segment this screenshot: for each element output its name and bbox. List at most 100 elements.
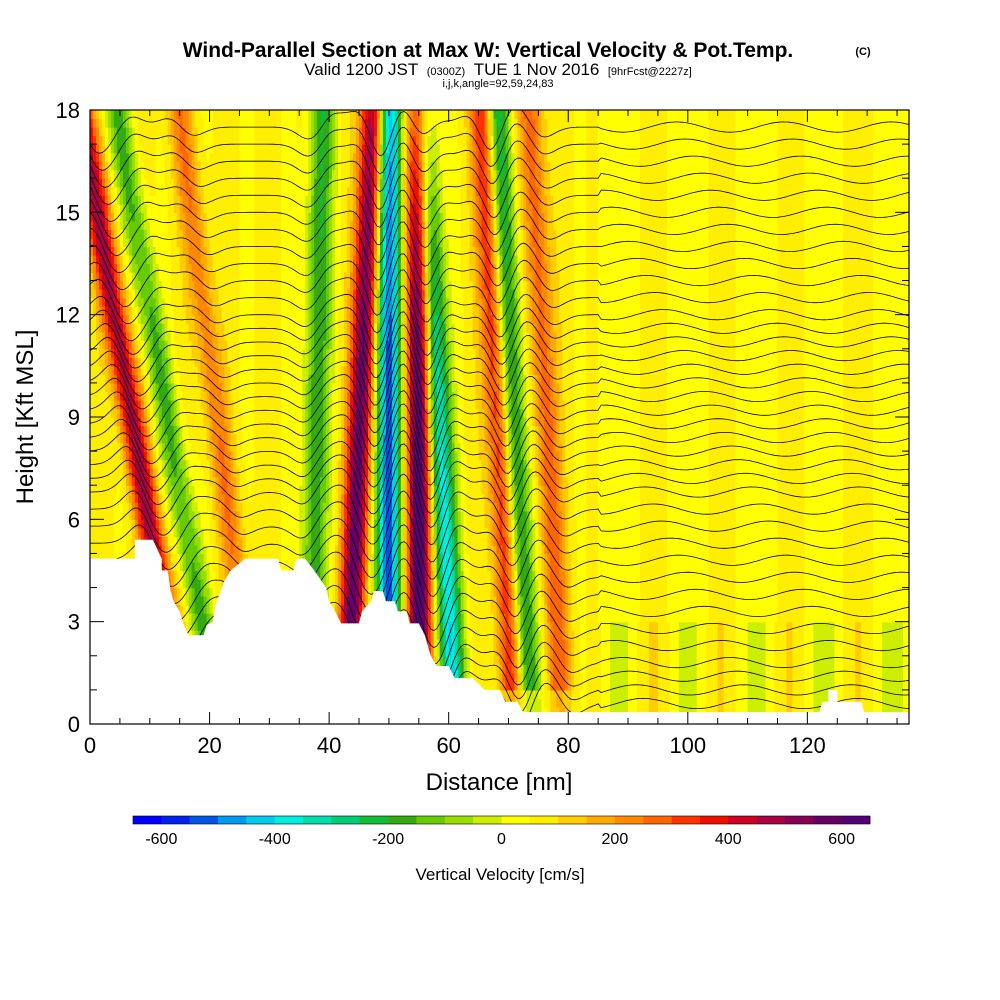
velocity-cell xyxy=(155,365,160,375)
velocity-cell xyxy=(143,442,148,452)
velocity-cell xyxy=(134,442,139,452)
velocity-cell xyxy=(92,417,97,427)
velocity-cell xyxy=(107,152,112,162)
velocity-cell xyxy=(155,408,160,418)
velocity-cell xyxy=(152,161,157,171)
velocity-cell xyxy=(137,186,142,196)
velocity-cell xyxy=(134,246,139,256)
velocity-cell xyxy=(152,110,157,120)
velocity-cell xyxy=(95,527,100,537)
velocity-cell xyxy=(131,527,136,537)
velocity-cell xyxy=(125,297,130,307)
velocity-cell xyxy=(134,493,139,503)
velocity-cell xyxy=(101,417,106,427)
velocity-cell xyxy=(92,374,97,384)
velocity-cell xyxy=(122,178,127,188)
velocity-cell xyxy=(149,118,154,128)
velocity-cell xyxy=(110,348,115,358)
velocity-cell xyxy=(131,297,136,307)
velocity-cell xyxy=(140,297,145,307)
velocity-cell xyxy=(107,417,112,427)
velocity-cell xyxy=(146,382,151,393)
velocity-cell xyxy=(90,118,94,128)
velocity-cell xyxy=(122,434,127,444)
velocity-cell xyxy=(116,118,121,128)
velocity-cell xyxy=(131,434,136,444)
velocity-cell xyxy=(95,536,100,546)
velocity-cell xyxy=(131,417,136,427)
velocity-cell xyxy=(131,408,136,418)
velocity-cell xyxy=(152,289,157,299)
velocity-cell xyxy=(113,553,118,563)
velocity-cell xyxy=(113,297,118,307)
velocity-cell xyxy=(146,340,151,350)
velocity-cell xyxy=(155,203,160,213)
velocity-cell xyxy=(92,382,97,393)
velocity-cell xyxy=(122,297,127,307)
velocity-cell xyxy=(98,468,103,478)
velocity-cell xyxy=(110,408,115,418)
velocity-cell xyxy=(104,374,109,384)
velocity-cell xyxy=(149,212,154,222)
velocity-cell xyxy=(92,127,97,137)
velocity-cell xyxy=(101,348,106,358)
velocity-cell xyxy=(113,527,118,537)
velocity-cell xyxy=(146,127,151,137)
velocity-cell xyxy=(158,425,163,435)
velocity-cell xyxy=(92,451,97,461)
velocity-cell xyxy=(158,374,163,384)
velocity-cell xyxy=(152,135,157,145)
velocity-cell xyxy=(95,127,100,137)
velocity-cell xyxy=(140,519,145,529)
velocity-cell xyxy=(110,536,115,546)
velocity-cell xyxy=(107,442,112,452)
velocity-cell xyxy=(131,374,136,384)
velocity-cell xyxy=(134,144,139,154)
velocity-cell xyxy=(113,135,118,145)
velocity-cell xyxy=(146,408,151,418)
velocity-cell xyxy=(131,169,136,179)
velocity-cell xyxy=(92,195,97,205)
velocity-cell xyxy=(131,485,136,495)
velocity-cell xyxy=(149,365,154,375)
velocity-cell xyxy=(107,527,112,537)
velocity-cell xyxy=(101,493,106,503)
velocity-cell xyxy=(149,263,154,273)
velocity-cell xyxy=(95,331,100,341)
velocity-cell xyxy=(116,144,121,154)
velocity-cell xyxy=(152,220,157,230)
velocity-cell xyxy=(107,425,112,435)
velocity-cell xyxy=(146,186,151,196)
velocity-cell xyxy=(90,195,94,205)
velocity-cell xyxy=(116,212,121,222)
velocity-cell xyxy=(107,485,112,495)
velocity-cell xyxy=(113,425,118,435)
velocity-cell xyxy=(104,544,109,555)
velocity-cell xyxy=(149,237,154,248)
velocity-cell xyxy=(140,391,145,401)
velocity-cell xyxy=(140,280,145,290)
velocity-cell xyxy=(90,212,94,222)
velocity-cell xyxy=(113,485,118,495)
velocity-cell xyxy=(155,510,160,520)
velocity-cell xyxy=(119,382,124,393)
chart-title-mark: (C) xyxy=(855,46,871,58)
velocity-cell xyxy=(155,297,160,307)
velocity-cell xyxy=(146,280,151,290)
velocity-cell xyxy=(101,340,106,350)
velocity-cell xyxy=(125,203,130,213)
velocity-cell xyxy=(134,357,139,367)
velocity-cell xyxy=(113,254,118,265)
velocity-cell xyxy=(92,536,97,546)
velocity-cell xyxy=(155,127,160,137)
velocity-cell xyxy=(95,476,100,486)
velocity-cell xyxy=(137,195,142,205)
velocity-cell xyxy=(95,195,100,205)
velocity-cell xyxy=(122,237,127,248)
velocity-cell xyxy=(92,527,97,537)
velocity-cell xyxy=(104,519,109,529)
velocity-cell xyxy=(122,254,127,265)
velocity-cell xyxy=(119,220,124,230)
velocity-cell xyxy=(149,357,154,367)
velocity-cell xyxy=(125,254,130,265)
